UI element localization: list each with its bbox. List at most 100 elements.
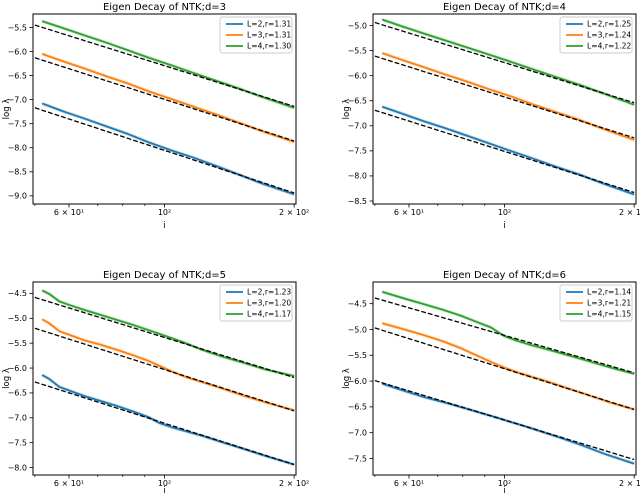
fit-dashed-line	[374, 109, 635, 194]
y-tick-label: −7.5	[348, 147, 367, 156]
legend-entry-label: L=4,r=1.22	[587, 42, 631, 51]
legend: L=2,r=1.31 L=3,r=1.31 L=4,r=1.30	[219, 16, 293, 54]
fit-dashed-line	[34, 381, 295, 466]
subplot-title: Eigen Decay of NTK;d=5	[103, 270, 226, 281]
fit-dashed-line	[374, 327, 635, 411]
y-tick-label: −5.0	[8, 314, 27, 323]
y-axis-label: log λ	[342, 99, 352, 120]
series-line	[41, 289, 295, 377]
legend: L=2,r=1.14 L=3,r=1.21 L=4,r=1.15	[559, 284, 633, 322]
legend-box	[219, 16, 293, 54]
subplot-2: Eigen Decay of NTK;d=4 i log λ −5.0 −5.5 −6.0…	[342, 2, 640, 231]
y-tick-label: −8.0	[8, 144, 27, 153]
legend-box	[559, 16, 633, 54]
legend-entry-label: L=4,r=1.17	[247, 310, 291, 319]
legend-entry-label: L=3,r=1.20	[247, 299, 291, 308]
x-tick-label: 10²	[158, 479, 171, 488]
x-tick-label: 6 × 10¹	[54, 208, 84, 217]
fit-dashed-line	[34, 57, 295, 142]
y-axis-label: log λ	[342, 368, 352, 389]
y-tick-label: −7.0	[8, 414, 27, 423]
y-tick-label: −7.0	[348, 428, 367, 437]
series-halo-line	[41, 373, 295, 467]
y-tick-label: −7.5	[8, 438, 27, 447]
legend-entry-label: L=2,r=1.23	[247, 288, 291, 297]
x-tick-label: 6 × 10¹	[394, 479, 424, 488]
y-tick-label: −6.5	[8, 389, 27, 398]
y-tick-label: −7.0	[348, 122, 367, 131]
x-tick-label: 10²	[498, 208, 511, 217]
y-tick-label: −6.0	[8, 364, 27, 373]
y-tick-label: −4.5	[8, 289, 27, 298]
y-tick-label: −5.5	[8, 339, 27, 348]
y-tick-label: −5.0	[348, 21, 367, 30]
legend-entry-label: L=3,r=1.21	[587, 299, 631, 308]
y-tick-label: −7.5	[8, 119, 27, 128]
y-tick-label: −6.5	[348, 403, 367, 412]
legend: L=2,r=1.25 L=3,r=1.24 L=4,r=1.22	[559, 16, 633, 54]
legend-entry-label: L=4,r=1.15	[587, 310, 631, 319]
legend-entry-label: L=2,r=1.31	[247, 20, 291, 29]
y-axis-label: log λ	[2, 368, 12, 389]
subplot-1: Eigen Decay of NTK;d=3 i log λ −5.5 −6.0 −6.5…	[2, 2, 309, 231]
x-tick-label: 2 × 10²	[619, 208, 640, 217]
series-line	[381, 382, 635, 465]
y-tick-label: −5.5	[8, 23, 27, 32]
series-line	[381, 18, 635, 106]
x-axis-label: i	[163, 221, 165, 231]
x-tick-label: 2 × 10²	[279, 208, 309, 217]
fit-dashed-line	[34, 327, 295, 412]
y-tick-label: −7.5	[348, 454, 367, 463]
x-axis-label: i	[163, 486, 165, 496]
legend-box	[559, 284, 633, 322]
series-halo-line	[41, 317, 295, 412]
y-tick-label: −8.0	[8, 463, 27, 472]
series-line	[381, 105, 635, 196]
x-axis-label: i	[503, 221, 505, 231]
legend-entry-label: L=3,r=1.31	[247, 31, 291, 40]
axes-frame	[372, 281, 637, 476]
y-tick-label: −5.0	[348, 325, 367, 334]
x-tick-label: 10²	[498, 479, 511, 488]
series-line	[41, 374, 295, 466]
x-tick-label: 6 × 10¹	[394, 208, 424, 217]
series-line	[381, 290, 635, 375]
subplot-3: Eigen Decay of NTK;d=5 i log λ −4.5 −5.0 −5.5…	[2, 270, 309, 496]
fit-dashed-line	[374, 297, 635, 374]
subplot-title: Eigen Decay of NTK;d=4	[443, 2, 566, 13]
legend-entry-label: L=2,r=1.25	[587, 20, 631, 29]
fit-dashed-line	[34, 24, 295, 107]
legend-box	[219, 284, 293, 322]
subplot-title: Eigen Decay of NTK;d=3	[103, 2, 226, 13]
y-tick-label: −6.0	[348, 71, 367, 80]
axes-frame	[372, 13, 637, 205]
y-tick-label: −7.0	[8, 95, 27, 104]
axes-frame	[32, 13, 297, 205]
axes-frame	[32, 281, 297, 476]
x-axis-label: i	[503, 486, 505, 496]
fit-dashed-line	[374, 21, 635, 104]
y-tick-label: −5.5	[348, 46, 367, 55]
y-tick-label: −6.0	[348, 377, 367, 386]
legend-entry-label: L=3,r=1.24	[587, 31, 631, 40]
legend-entry-label: L=4,r=1.30	[247, 42, 291, 51]
x-tick-label: 2 × 10²	[619, 479, 640, 488]
subplot-4: Eigen Decay of NTK;d=6 i log λ −4.5 −5.0 −5.5…	[342, 270, 640, 496]
x-tick-label: 2 × 10²	[279, 479, 309, 488]
y-axis-label: log λ	[2, 99, 12, 120]
y-tick-label: −4.5	[348, 299, 367, 308]
y-tick-label: −6.5	[348, 97, 367, 106]
y-tick-label: −8.5	[348, 197, 367, 206]
x-tick-label: 6 × 10¹	[54, 479, 84, 488]
series-line	[41, 102, 295, 196]
y-tick-label: −8.5	[8, 168, 27, 177]
fit-dashed-line	[34, 296, 295, 379]
y-tick-label: −6.0	[8, 47, 27, 56]
legend: L=2,r=1.23 L=3,r=1.20 L=4,r=1.17	[219, 284, 293, 322]
fit-dashed-line	[374, 55, 635, 139]
series-line	[41, 318, 295, 412]
fit-dashed-line	[34, 107, 295, 194]
y-tick-label: −8.0	[348, 172, 367, 181]
y-tick-label: −9.0	[8, 192, 27, 201]
